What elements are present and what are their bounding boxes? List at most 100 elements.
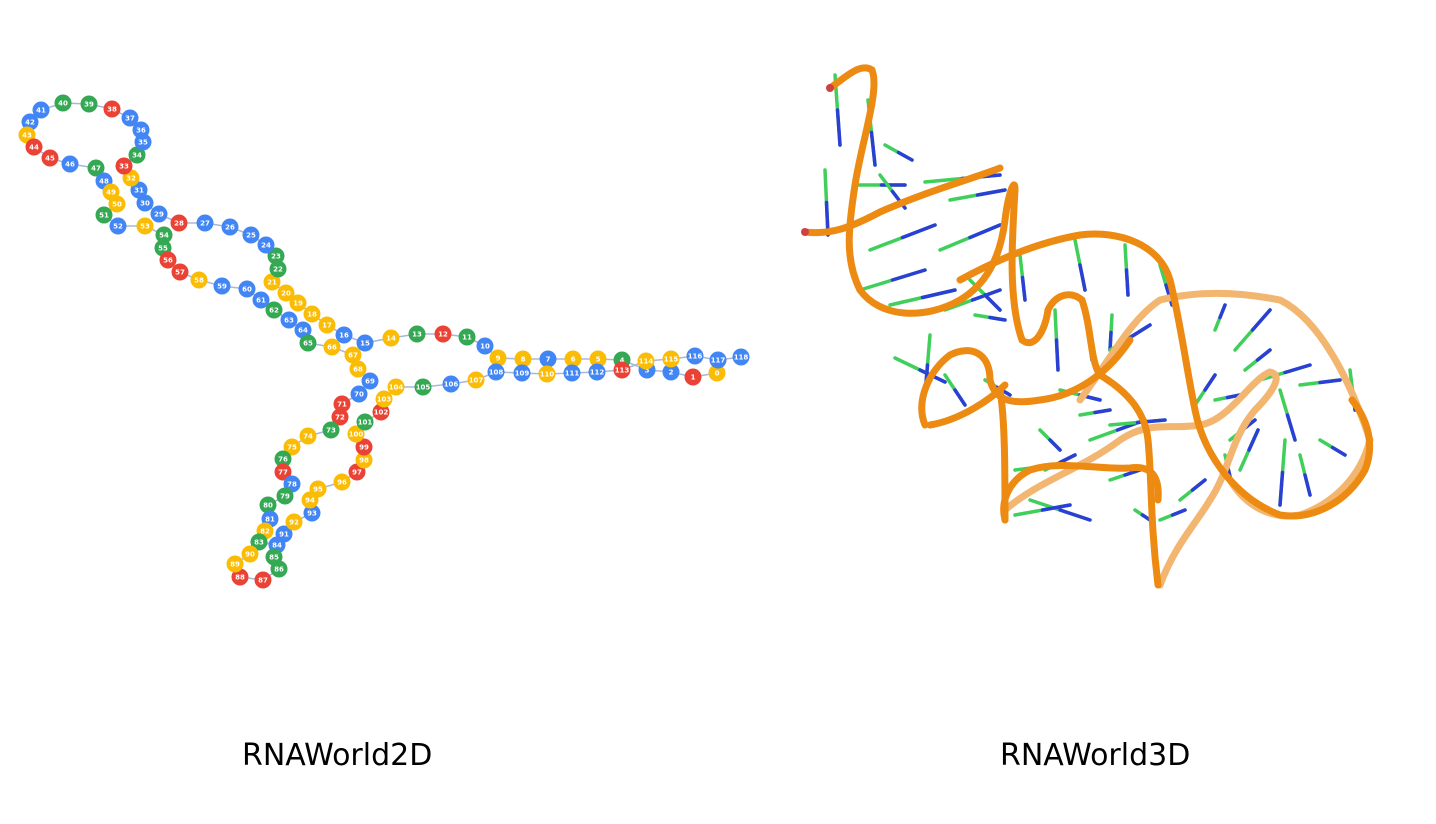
- nucleotide-label: 43: [22, 132, 32, 140]
- nucleotide-label: 108: [489, 369, 504, 377]
- nucleotide-node: 44: [26, 139, 43, 156]
- nucleotide-node: 28: [171, 215, 188, 232]
- nucleotide-label: 25: [246, 232, 256, 240]
- base-stick-end: [1193, 480, 1206, 490]
- base-stick-end: [1205, 375, 1215, 390]
- nucleotide-node: 113: [614, 362, 631, 379]
- base-stick-end: [990, 318, 1005, 321]
- nucleotide-label: 0: [715, 370, 720, 378]
- nucleotide-label: 13: [412, 331, 422, 339]
- nucleotide-node: 86: [271, 561, 288, 578]
- nucleotide-label: 107: [469, 377, 484, 385]
- base-stick-end: [1023, 278, 1026, 301]
- nucleotide-label: 100: [349, 431, 364, 439]
- nucleotide-label: 22: [273, 266, 283, 274]
- nucleotide-label: 68: [353, 366, 363, 374]
- nucleotide-label: 92: [289, 519, 299, 527]
- nucleotide-label: 42: [25, 119, 35, 127]
- nucleotide-node: 101: [357, 414, 374, 431]
- nucleotide-label: 94: [305, 497, 315, 505]
- nucleotide-node: 10: [477, 338, 494, 355]
- nucleotide-label: 60: [242, 286, 252, 294]
- nucleotide-node: 118: [733, 349, 750, 366]
- nucleotide-label: 111: [565, 370, 580, 378]
- nucleotide-node: 106: [443, 376, 460, 393]
- nucleotide-label: 73: [326, 427, 336, 435]
- nucleotide-label: 87: [258, 577, 268, 585]
- nucleotide-label: 33: [119, 163, 129, 171]
- nucleotide-node: 46: [62, 156, 79, 173]
- nucleotide-label: 78: [287, 481, 297, 489]
- base-stick-end: [970, 225, 1000, 238]
- nucleotide-label: 89: [230, 561, 240, 569]
- nucleotide-label: 65: [303, 340, 313, 348]
- nucleotide-node: 92: [286, 514, 303, 531]
- nucleotide-label: 114: [639, 358, 654, 366]
- nucleotide-label: 26: [225, 224, 235, 232]
- nucleotide-label: 30: [140, 200, 150, 208]
- nucleotide-label: 62: [269, 307, 279, 315]
- nucleotide-node: 29: [151, 206, 168, 223]
- nucleotide-node: 103: [376, 391, 393, 408]
- nucleotide-label: 32: [126, 175, 136, 183]
- nucleotide-label: 34: [132, 152, 142, 160]
- nucleotide-label: 12: [438, 331, 448, 339]
- nucleotide-node: 14: [383, 330, 400, 347]
- nucleotide-node: 69: [362, 373, 379, 390]
- backbone-ribbon: [830, 68, 1158, 585]
- nucleotide-node: 114: [638, 353, 655, 370]
- nucleotide-node: 24: [258, 237, 275, 254]
- nucleotide-node: 117: [710, 352, 727, 369]
- nucleotide-label: 47: [91, 165, 101, 173]
- nucleotide-label: 10: [480, 343, 490, 351]
- nucleotide-label: 53: [140, 223, 150, 231]
- nucleotide-label: 5: [596, 356, 601, 364]
- base-stick-end: [1320, 380, 1340, 383]
- nucleotide-label: 109: [515, 370, 530, 378]
- base-stick-end: [985, 295, 1000, 310]
- nucleotide-node: 66: [324, 339, 341, 356]
- nucleotide-node: 70: [351, 386, 368, 403]
- nucleotide-node: 57: [172, 264, 189, 281]
- nucleotide-node: 109: [514, 365, 531, 382]
- base-stick-end: [1280, 473, 1283, 506]
- base-stick-end: [899, 153, 913, 161]
- nucleotide-label: 118: [734, 354, 749, 362]
- nucleotide-node: 112: [589, 364, 606, 381]
- rna-3d-model: [801, 68, 1370, 585]
- nucleotide-node: 1: [685, 369, 702, 386]
- nucleotide-node: 26: [222, 219, 239, 236]
- nucleotide-label: 63: [284, 317, 294, 325]
- nucleotide-node: 11: [459, 329, 476, 346]
- nucleotide-label: 1: [691, 374, 696, 382]
- base-stick-end: [1095, 410, 1110, 413]
- nucleotide-node: 79: [277, 488, 294, 505]
- nucleotide-label: 16: [339, 332, 349, 340]
- rna-2d-caption: RNAWorld2D: [242, 738, 432, 773]
- nucleotide-label: 2: [669, 369, 674, 377]
- nucleotide-label: 74: [303, 433, 313, 441]
- nucleotide-label: 76: [278, 456, 288, 464]
- nucleotide-label: 115: [664, 356, 679, 364]
- nucleotide-label: 39: [84, 101, 94, 109]
- nucleotide-label: 8: [521, 356, 526, 364]
- backbone-ribbon-back: [1080, 293, 1370, 516]
- base-stick-end: [1173, 510, 1186, 515]
- nucleotide-label: 71: [337, 401, 347, 409]
- base-stick-end: [903, 225, 936, 238]
- nucleotide-label: 36: [136, 127, 146, 135]
- nucleotide-label: 64: [298, 327, 308, 335]
- nucleotide-label: 38: [107, 106, 117, 114]
- base-stick-end: [1258, 350, 1271, 360]
- rna-3d-caption: RNAWorld3D: [1000, 738, 1190, 773]
- nucleotide-label: 106: [444, 381, 459, 389]
- nucleotide-label: 86: [274, 566, 284, 574]
- base-stick-end: [1060, 455, 1075, 463]
- nucleotide-label: 104: [389, 384, 404, 392]
- nucleotide-label: 9: [496, 355, 501, 363]
- base-stick-end: [893, 270, 926, 280]
- base-stick-end: [1305, 475, 1310, 495]
- nucleotide-label: 69: [365, 378, 375, 386]
- nucleotide-node: 38: [104, 101, 121, 118]
- backbone-ribbon: [1000, 390, 1005, 520]
